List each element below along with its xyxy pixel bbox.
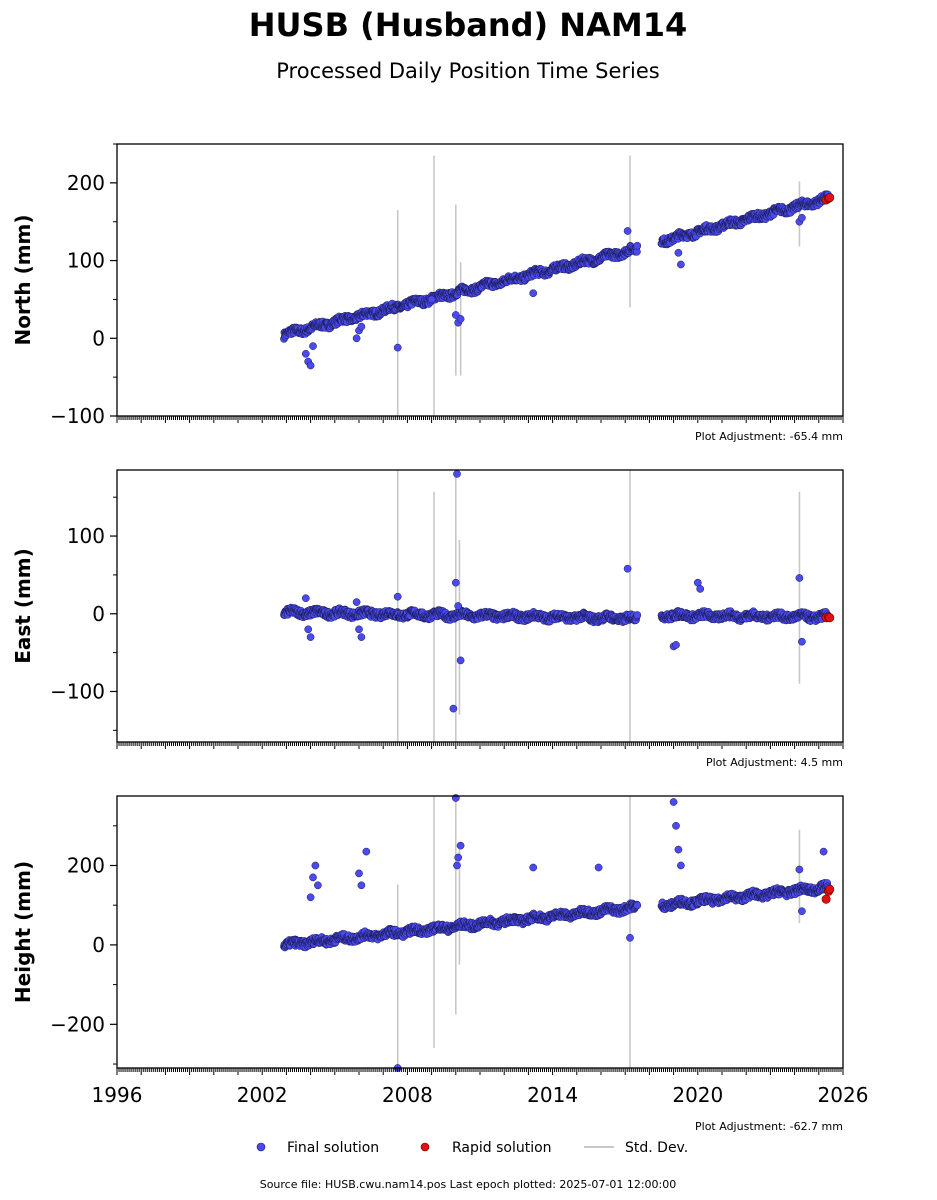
y-tick-label: −100 xyxy=(50,679,105,703)
final-point xyxy=(633,611,642,619)
east-panel: East (mm) Plot Adjustment: 4.5 mm −100 0 1… xyxy=(11,469,844,769)
final-outlier-point xyxy=(362,847,371,856)
final-outlier-point xyxy=(306,893,315,902)
height-panel: Height (mm) Plot Adjustment: -62.7 mm −2… xyxy=(11,794,868,1133)
y-tick-label: 100 xyxy=(67,524,105,548)
source-note: Source file: HUSB.cwu.nam14.pos Last epo… xyxy=(260,1178,677,1191)
plot-area xyxy=(117,470,843,742)
x-tick-label: 2014 xyxy=(527,1083,578,1107)
final-outlier-point xyxy=(798,637,806,646)
final-outlier-point xyxy=(309,873,317,882)
final-outlier-point xyxy=(454,853,463,862)
final-outlier-point xyxy=(357,633,366,641)
x-tick-label: 2008 xyxy=(382,1083,433,1107)
final-outlier-point xyxy=(672,641,680,649)
height-plot-adjustment: Plot Adjustment: -62.7 mm xyxy=(695,1120,843,1133)
legend: Final solution Rapid solution Std. Dev. xyxy=(256,1140,688,1156)
y-tick-label: 0 xyxy=(92,933,105,957)
final-outlier-point xyxy=(393,343,402,352)
y-tick-label: 0 xyxy=(92,602,105,626)
final-outlier-point xyxy=(451,578,460,587)
legend-final-label: Final solution xyxy=(287,1140,379,1156)
final-outlier-point xyxy=(696,585,705,593)
final-outlier-point xyxy=(623,564,632,573)
final-outlier-point xyxy=(427,295,436,304)
east-plot-adjustment: Plot Adjustment: 4.5 mm xyxy=(706,756,843,769)
y-tick-label: −100 xyxy=(50,404,105,428)
final-outlier-point xyxy=(795,574,804,582)
y-tick-label: 0 xyxy=(92,326,105,350)
final-outlier-point xyxy=(352,598,361,606)
y-tick-label: −200 xyxy=(50,1012,105,1036)
final-outlier-point xyxy=(672,821,680,830)
legend-final-marker xyxy=(256,1142,266,1152)
final-outlier-point xyxy=(623,227,632,235)
final-outlier-point xyxy=(306,361,315,370)
x-tick-label: 2026 xyxy=(818,1083,869,1107)
final-outlier-point xyxy=(301,594,310,603)
y-tick-label: 200 xyxy=(67,171,105,195)
final-outlier-point xyxy=(677,260,685,269)
final-outlier-point xyxy=(306,633,315,641)
final-outlier-point xyxy=(352,334,361,343)
x-tick-label: 1996 xyxy=(92,1083,143,1107)
final-outlier-point xyxy=(454,602,463,610)
rapid-point xyxy=(825,613,835,623)
final-outlier-point xyxy=(311,861,320,870)
final-outlier-point xyxy=(449,704,458,713)
final-point xyxy=(633,241,642,250)
final-outlier-point xyxy=(529,863,538,872)
rapid-point xyxy=(825,193,835,203)
final-outlier-point xyxy=(594,863,603,872)
final-outlier-point xyxy=(355,625,363,634)
final-outlier-point xyxy=(393,592,402,601)
chart-title: HUSB (Husband) NAM14 xyxy=(249,6,687,44)
legend-rapid-marker xyxy=(420,1142,430,1152)
y-tick-label: 100 xyxy=(67,249,105,273)
final-point xyxy=(633,901,642,910)
rapid-point xyxy=(825,884,835,894)
legend-std-label: Std. Dev. xyxy=(625,1140,688,1156)
final-outlier-point xyxy=(355,869,363,878)
north-plot-adjustment: Plot Adjustment: -65.4 mm xyxy=(695,430,843,443)
north-axis-label: North (mm) xyxy=(11,214,35,345)
final-outlier-point xyxy=(795,865,804,874)
height-axis-label: Height (mm) xyxy=(11,861,35,1003)
final-outlier-point xyxy=(314,881,322,890)
final-outlier-point xyxy=(626,933,634,942)
final-outlier-point xyxy=(669,798,678,806)
x-tick-label: 2002 xyxy=(237,1083,288,1107)
final-outlier-point xyxy=(456,656,465,665)
final-outlier-point xyxy=(304,625,313,634)
final-outlier-point xyxy=(453,861,461,870)
final-outlier-point xyxy=(453,470,461,478)
final-outlier-point xyxy=(456,841,465,850)
final-outlier-point xyxy=(674,248,683,257)
chart-subtitle: Processed Daily Position Time Series xyxy=(276,59,660,83)
final-outlier-point xyxy=(309,342,317,350)
final-outlier-point xyxy=(357,881,366,890)
final-outlier-point xyxy=(677,861,685,870)
legend-rapid-label: Rapid solution xyxy=(452,1140,552,1156)
final-outlier-point xyxy=(357,322,366,331)
final-outlier-point xyxy=(819,847,828,856)
final-outlier-point xyxy=(529,289,538,298)
y-tick-label: 200 xyxy=(67,853,105,877)
x-tick-label: 2020 xyxy=(672,1083,723,1107)
final-outlier-point xyxy=(301,349,310,358)
plot-area xyxy=(117,796,843,1068)
final-outlier-point xyxy=(798,213,806,222)
final-outlier-point xyxy=(456,315,465,323)
north-panel: North (mm) Plot Adjustment: -65.4 mm −10… xyxy=(11,143,844,443)
final-outlier-point xyxy=(674,845,683,854)
final-outlier-point xyxy=(798,907,806,916)
rapid-point xyxy=(821,894,831,904)
east-axis-label: East (mm) xyxy=(11,548,35,664)
